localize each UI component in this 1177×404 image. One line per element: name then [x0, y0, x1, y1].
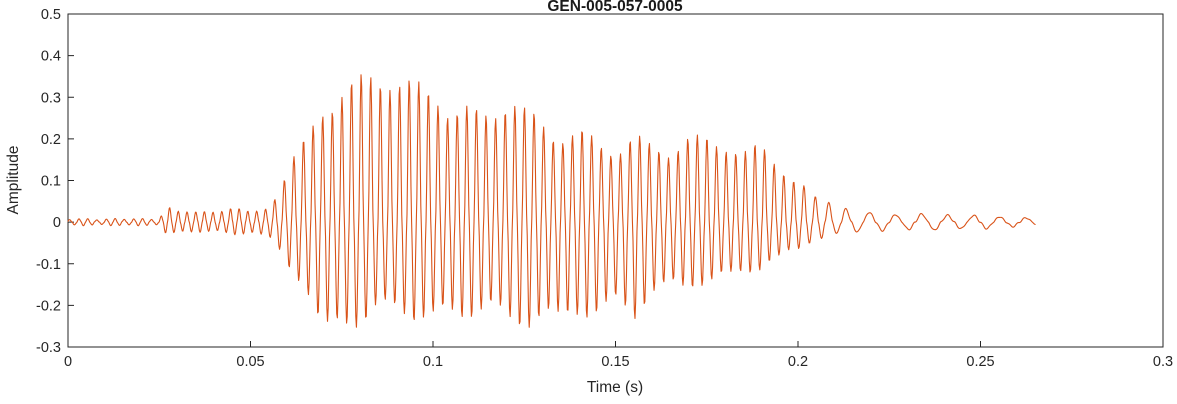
- y-tick-label: -0.2: [36, 298, 61, 314]
- y-tick-label: -0.1: [36, 257, 61, 273]
- y-tick-label: 0.4: [41, 49, 61, 65]
- y-tick-label: 0.1: [41, 174, 61, 190]
- y-axis-label: Amplitude: [5, 146, 22, 215]
- x-tick-label: 0.15: [601, 354, 629, 370]
- y-tick-label: 0.3: [41, 90, 61, 106]
- x-tick-label: 0.1: [423, 354, 443, 370]
- chart-title: GEN-005-057-0005: [547, 0, 683, 15]
- y-tick-label: -0.3: [36, 340, 61, 356]
- waveform-path: [67, 74, 1036, 328]
- y-tick-label: 0.5: [41, 7, 61, 23]
- x-tick-label: 0: [64, 354, 72, 370]
- plot-area: [67, 13, 1164, 348]
- y-tick-label: 0.2: [41, 132, 61, 148]
- x-axis-label: Time (s): [587, 379, 643, 396]
- x-tick-label: 0.2: [788, 354, 808, 370]
- x-tick-label: 0.3: [1153, 354, 1173, 370]
- y-tick-label: 0: [53, 215, 61, 231]
- x-tick-label: 0.25: [966, 354, 994, 370]
- x-tick-label: 0.05: [236, 354, 264, 370]
- axis-ticks: 0 0.05 0.1 0.15 0.2 0.25 0.3 -0.3 -0.2 -0.1 0 0.1 0.…: [36, 7, 1173, 370]
